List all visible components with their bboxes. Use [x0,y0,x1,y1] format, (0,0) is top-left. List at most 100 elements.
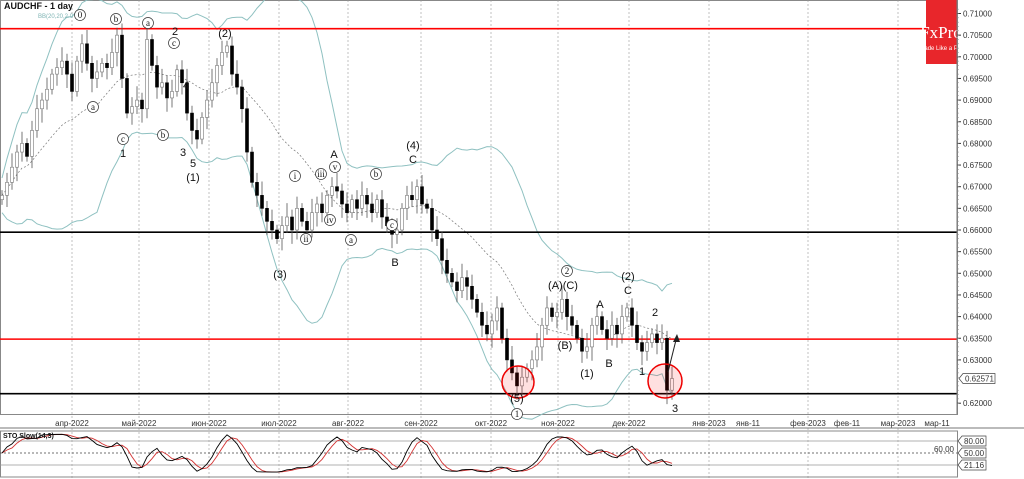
highlight-circle [501,365,535,399]
wave-label: iii [317,169,325,179]
candle-body [55,67,59,75]
candle-body [260,195,264,209]
oscillator-tag-label: 50.00 [964,449,985,458]
candle-body [300,208,304,222]
candle-body [375,199,379,213]
candle-body [115,34,119,53]
candle-body [165,82,169,99]
candle-body [140,99,144,110]
wave-label-circle [168,37,180,49]
candle-body [85,43,89,64]
y-tick-label: 0.69500 [963,74,992,83]
candle-body [425,203,429,209]
wave-label-circle [315,168,327,180]
candle-body [40,99,44,110]
wave-label: c [390,220,394,230]
candle-body [220,52,224,66]
candle-body [530,359,534,369]
candle-body [645,342,649,352]
candle-body [355,199,359,209]
candle-body [435,229,439,239]
candle-body [310,212,314,231]
wave-label: b [114,14,119,24]
symbol-title: AUDCHF - 1 day [4,1,73,11]
y-tick-label: 0.64000 [963,313,992,322]
candle-body [105,62,109,68]
x-tick-label: дек-2022 [612,419,646,428]
oscillator-tag [957,459,987,471]
candle-body [600,316,604,330]
horizontal-levels [0,27,957,395]
candle-body [50,73,54,90]
wave-label-circle [110,13,122,25]
wave-label: 3 [180,147,186,159]
price-axis: 0.71000 0.70500 0.70000 0.69500 0.69000 0.685… [956,0,996,414]
wave-label: v [333,162,338,172]
wave-label: (2) [218,28,231,40]
candle-body [575,324,579,339]
wave-label-circle [300,233,312,245]
candle-body [620,316,624,335]
candle-body [365,195,369,205]
candle-body [100,62,104,73]
current-price-tag [958,373,996,384]
candle-body [460,277,464,291]
candle-body [585,346,589,352]
wave-label-circle [87,101,99,113]
logo-tagline: Trade Like a Pro [919,46,964,52]
bb-middle [1,71,673,340]
wave-label: 2 [652,307,658,319]
wave-label: 1 [639,366,645,378]
y-tick-label: 0.65500 [963,248,992,257]
x-tick-label: май-2022 [122,419,157,428]
x-tick-label: окт-2022 [475,419,508,428]
y-tick-label: 0.68500 [963,118,992,127]
candle-body [0,195,4,200]
candle-body [340,190,344,205]
x-tick-label: янв-11 [736,419,761,428]
candle-body [240,86,244,110]
wave-label-circle [345,234,357,246]
candle-body [520,376,524,387]
candle-body [660,337,664,343]
bb-lower [1,131,673,420]
oscillator-tag [957,447,987,459]
candle-body [60,60,64,68]
candle-body [235,73,239,88]
wave-label: (A)(C) [548,280,578,292]
wave-label-circle [289,170,301,182]
logo-box [926,0,957,64]
x-tick-label: фев-11 [834,419,861,428]
candle-body [505,337,509,361]
candle-body [345,203,349,213]
wave-label-circle [370,168,382,180]
candle-body [565,298,569,317]
candle-body [590,324,594,348]
wave-label-circle [386,219,398,231]
candle-body [20,143,24,153]
candle-body [350,199,354,213]
candles [0,23,674,405]
wave-label: ii [303,234,309,244]
candle-body [480,311,484,326]
wave-label: A [596,299,604,311]
candle-body [250,151,254,183]
logo-brand: FxPro [920,23,962,42]
oscillator-frame [0,430,958,478]
wave-label: C [409,154,417,166]
arrow-head-icon [673,334,680,342]
y-tick-label: 0.69000 [963,96,992,105]
candle-body [670,378,674,391]
wave-label: (3) [273,269,286,281]
x-tick-label: апр-2022 [55,419,89,428]
forecast-arrow-line [667,339,677,373]
candle-body [325,195,329,213]
wave-label: c [121,134,125,144]
candle-body [130,106,134,114]
wave-label: B [391,257,398,269]
candle-body [160,82,164,88]
candle-body [415,186,419,200]
candle-body [290,216,294,231]
